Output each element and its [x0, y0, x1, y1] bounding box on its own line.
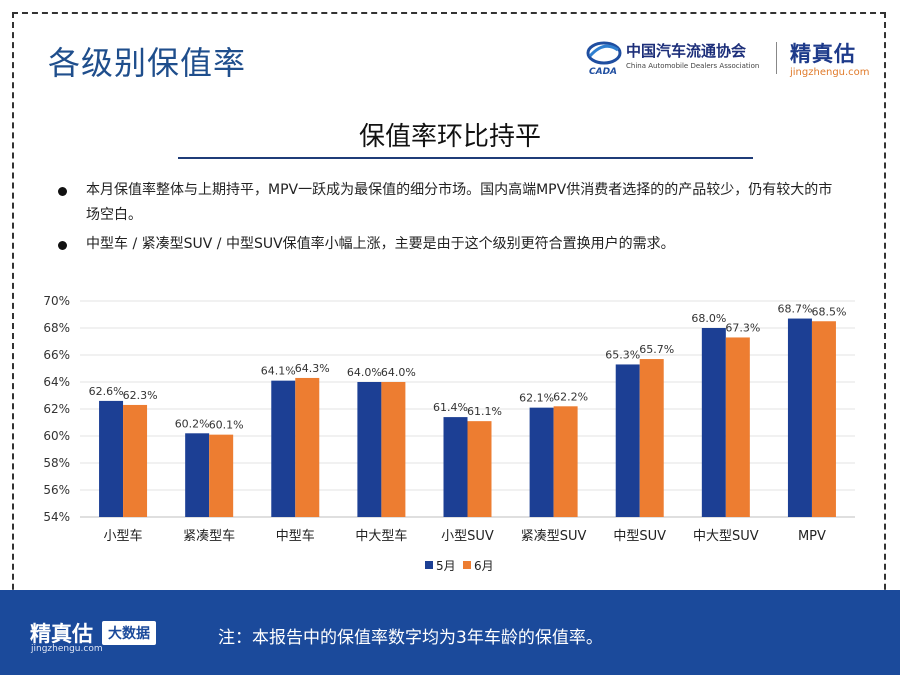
data-label: 64.1% — [261, 365, 296, 378]
data-label: 64.0% — [381, 366, 416, 379]
x-tick-label: 小型车 — [104, 528, 143, 544]
data-label: 62.6% — [89, 385, 124, 398]
bullet-item: 中型车 / 紧凑型SUV / 中型SUV保值率小幅上涨，主要是由于这个级别更符合… — [58, 232, 838, 257]
big-data-badge: 大数据 — [102, 621, 156, 645]
bar-may — [529, 407, 554, 517]
bullet-dot-icon — [58, 187, 67, 196]
caada-emblem-icon: CADA — [586, 41, 622, 76]
x-tick-label: 中型车 — [276, 528, 315, 544]
data-label: 60.2% — [175, 417, 210, 430]
bullet-dot-icon — [58, 241, 67, 250]
footer-note: 注：本报告中的保值率数字均为3年车龄的保值率。 — [218, 628, 603, 648]
bar-june — [811, 321, 836, 517]
caada-mark-text: CADA — [589, 67, 617, 76]
bullet-text: 本月保值率整体与上期持平，MPV一跃成为最保值的细分市场。国内高端MPV供消费者… — [86, 182, 833, 223]
x-tick-label: 紧凑型SUV — [521, 529, 587, 544]
y-tick-label: 60% — [43, 429, 70, 443]
bullet-text: 中型车 / 紧凑型SUV / 中型SUV保值率小幅上涨，主要是由于这个级别更符合… — [86, 236, 675, 252]
y-tick-label: 64% — [43, 375, 70, 389]
jingzhengu-logo: 精真估 jingzhengu.com — [790, 38, 870, 78]
legend-swatch — [425, 561, 433, 569]
caada-logo: CADA 中国汽车流通协会 China Automobile Dealers A… — [584, 36, 774, 78]
x-tick-label: 中大型车 — [355, 528, 407, 544]
footer-bar: 精真估 jingzhengu.com 大数据 注：本报告中的保值率数字均为3年车… — [0, 590, 900, 675]
bar-june — [295, 377, 320, 517]
bar-may — [443, 417, 468, 517]
data-label: 61.1% — [467, 405, 502, 418]
logo-divider — [776, 42, 777, 74]
slide-subtitle: 保值率环比持平 — [358, 122, 541, 152]
y-tick-label: 66% — [43, 348, 70, 362]
bar-june — [467, 421, 492, 517]
data-label: 62.3% — [123, 389, 158, 402]
bullet-list: 本月保值率整体与上期持平，MPV一跃成为最保值的细分市场。国内高端MPV供消费者… — [58, 178, 838, 261]
bullet-item: 本月保值率整体与上期持平，MPV一跃成为最保值的细分市场。国内高端MPV供消费者… — [58, 178, 838, 228]
data-label: 65.7% — [639, 343, 674, 356]
y-tick-label: 56% — [43, 483, 70, 497]
data-label: 65.3% — [605, 348, 640, 361]
data-label: 62.1% — [519, 392, 554, 405]
bar-may — [271, 380, 296, 517]
footer-logo-en: jingzhengu.com — [31, 644, 103, 654]
data-label: 68.7% — [777, 303, 812, 316]
bar-may — [615, 364, 640, 517]
footer-logo-cn: 精真估 — [30, 622, 93, 646]
y-tick-label: 62% — [43, 402, 70, 416]
data-label: 61.4% — [433, 401, 468, 414]
data-label: 62.2% — [553, 390, 588, 403]
bar-june — [553, 406, 578, 517]
data-label: 60.1% — [209, 419, 244, 432]
bar-june — [639, 359, 664, 517]
jingzhengu-logo-cn: 精真估 — [790, 42, 856, 66]
y-tick-label: 54% — [43, 510, 70, 524]
x-tick-label: 中型SUV — [613, 529, 666, 544]
x-tick-label: 中大型SUV — [693, 529, 759, 544]
bar-june — [725, 337, 750, 517]
bar-june — [381, 382, 406, 517]
x-tick-label: 紧凑型车 — [183, 528, 235, 544]
legend-label: 5月 — [436, 559, 456, 573]
x-tick-label: MPV — [798, 529, 826, 544]
page-title: 各级别保值率 — [48, 44, 247, 82]
data-label: 64.0% — [347, 366, 382, 379]
retention-bar-chart: 54% 56% 58% 60% 62% 64% 66% 68% 70% 62.6% 62.3% 小型车… — [43, 294, 855, 573]
bar-may — [99, 400, 124, 517]
bar-may — [357, 382, 382, 517]
y-tick-label: 68% — [43, 321, 70, 335]
y-tick-label: 70% — [43, 294, 70, 308]
bar-may — [787, 318, 812, 517]
data-label: 68.0% — [691, 312, 726, 325]
caada-logo-en: China Automobile Dealers Association — [626, 62, 760, 70]
y-tick-label: 58% — [43, 456, 70, 470]
data-label: 67.3% — [725, 321, 760, 334]
data-label: 64.3% — [295, 362, 330, 375]
bar-may — [701, 328, 726, 517]
subtitle-underline — [178, 157, 753, 159]
bar-june — [209, 434, 234, 517]
bar-may — [185, 433, 210, 517]
x-tick-label: 小型SUV — [441, 529, 494, 544]
bar-june — [123, 404, 148, 517]
jingzhengu-logo-en: jingzhengu.com — [790, 67, 870, 78]
data-label: 68.5% — [811, 305, 846, 318]
legend-label: 6月 — [474, 559, 494, 573]
legend-swatch — [463, 561, 471, 569]
caada-logo-cn: 中国汽车流通协会 — [626, 42, 747, 60]
